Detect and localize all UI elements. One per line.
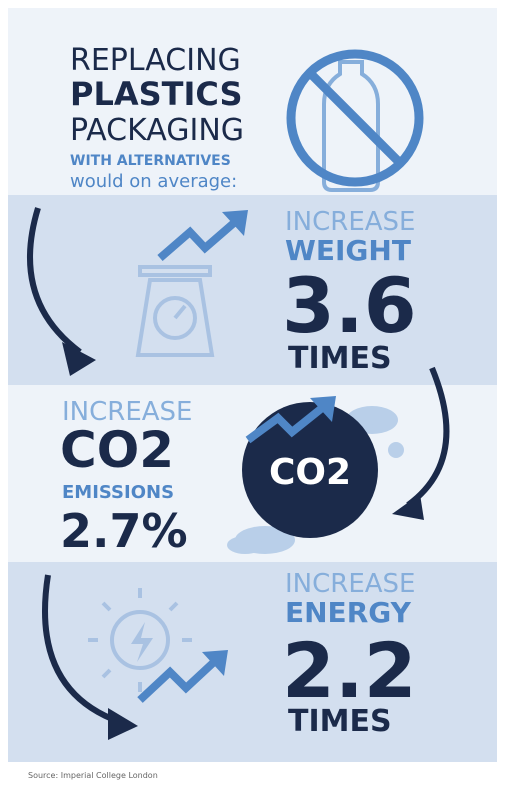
verb: INCREASE <box>285 569 415 599</box>
trend-arrow <box>157 210 248 262</box>
unit: TIMES <box>288 341 392 376</box>
co2-label: CO2 <box>269 452 351 493</box>
source: Source: Imperial College London <box>28 771 158 780</box>
arrow <box>42 574 122 725</box>
header-line: REPLACING <box>70 43 241 78</box>
metric: ENERGY <box>285 596 412 629</box>
arrow-head <box>108 708 138 740</box>
metric-sub: EMISSIONS <box>62 482 174 503</box>
header-line: PLASTICS <box>70 75 243 113</box>
arrow-head <box>62 342 96 376</box>
trend-arrow <box>245 396 336 444</box>
verb: INCREASE <box>62 397 192 427</box>
arrow <box>406 366 450 508</box>
trend-arrow <box>137 650 228 703</box>
energy-band <box>8 562 497 762</box>
header-line: would on average: <box>70 171 237 192</box>
figure: 2.2 <box>282 626 417 715</box>
header-line: WITH ALTERNATIVES <box>70 153 231 169</box>
co2-circle <box>242 402 378 538</box>
scale-icon <box>135 265 215 357</box>
weight-band <box>8 195 497 385</box>
arrow <box>27 207 82 355</box>
figure: 3.6 <box>282 261 417 350</box>
verb: INCREASE <box>285 207 415 237</box>
metric: WEIGHT <box>285 234 411 267</box>
arrow-head <box>392 494 424 520</box>
unit: TIMES <box>288 704 392 739</box>
sun-icon <box>88 588 192 692</box>
figure: 2.7% <box>60 504 188 558</box>
metric: CO2 <box>60 421 174 479</box>
header-line: PACKAGING <box>70 113 244 148</box>
no-bottle-icon <box>286 49 424 192</box>
